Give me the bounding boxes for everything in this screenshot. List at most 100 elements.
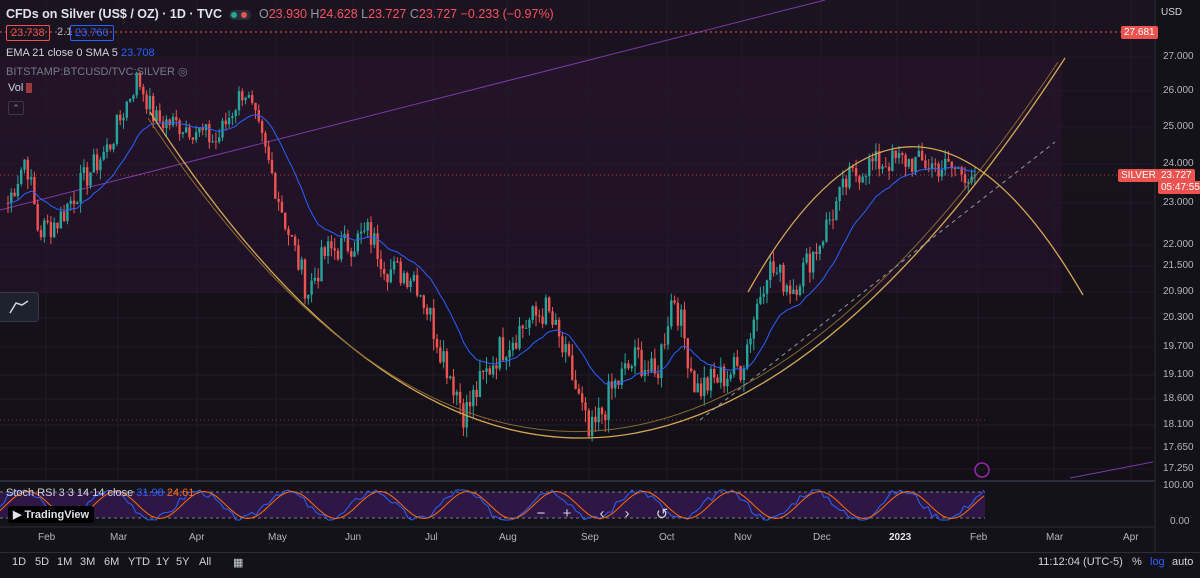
timeframe-button-5y[interactable]: 5Y — [176, 556, 190, 568]
candle-body — [647, 370, 650, 372]
candle-body — [6, 203, 10, 204]
price-axis-label: 19.700 — [1163, 341, 1194, 352]
candle-body — [92, 154, 95, 173]
candle-body — [630, 365, 633, 369]
candle-body — [864, 176, 868, 178]
timeframe-button-1y[interactable]: 1Y — [156, 556, 170, 568]
candle-body — [412, 274, 416, 281]
candle-body — [53, 222, 56, 238]
zoom-in-button[interactable]: + — [562, 505, 572, 522]
candle-body — [587, 410, 590, 437]
currency-label[interactable]: USD — [1161, 7, 1183, 18]
low-value: 23.727 — [368, 7, 407, 21]
candle-body — [831, 219, 835, 221]
candle-body — [854, 168, 858, 177]
candle-body — [709, 368, 713, 391]
candle-body — [785, 285, 788, 292]
time-axis-label: Sep — [581, 532, 599, 543]
candle-body — [409, 280, 412, 288]
candle-body — [72, 200, 76, 205]
ema-legend[interactable]: EMA 21 close 0 SMA 5 23.708 — [6, 47, 155, 59]
candle-body — [960, 167, 963, 175]
candle-body — [33, 176, 36, 205]
symbol-title[interactable]: CFDs on Silver (US$ / OZ) · 1D · TVC — [6, 7, 222, 21]
candle-body — [36, 204, 39, 231]
candle-body — [399, 261, 402, 284]
ema-value: 23.708 — [120, 47, 155, 59]
clock[interactable]: 11:12:04 (UTC-5) — [1038, 556, 1123, 568]
high-value: 24.628 — [319, 7, 358, 21]
scroll-left-button[interactable]: ‹ — [599, 505, 605, 522]
date-range-icon[interactable]: ▦ — [233, 557, 244, 569]
percent-toggle[interactable]: % — [1132, 556, 1142, 568]
candle-body — [732, 357, 736, 375]
candle-body — [482, 371, 485, 373]
bid-price-box[interactable]: 23.738 — [6, 25, 50, 41]
log-toggle[interactable]: log — [1150, 556, 1165, 568]
volume-legend[interactable]: Vol — [8, 82, 33, 94]
candle-body — [49, 222, 53, 238]
candle-body — [640, 349, 643, 377]
candle-body — [845, 178, 848, 188]
candle-body — [10, 192, 13, 204]
candle-body — [346, 233, 350, 252]
scroll-right-button[interactable]: › — [624, 505, 630, 522]
collapse-legend-icon[interactable]: ⌃ — [8, 101, 24, 115]
timeframe-button-all[interactable]: All — [199, 556, 212, 568]
timeframe-button-5d[interactable]: 5D — [35, 556, 50, 568]
candle-body — [581, 393, 584, 403]
candle-body — [422, 295, 425, 308]
candle-body — [208, 124, 211, 143]
timeframe-button-6m[interactable]: 6M — [104, 556, 120, 568]
tv-icon: ▶ — [13, 509, 25, 521]
candle-body — [386, 274, 389, 283]
candle-body — [610, 381, 614, 389]
candle-body — [607, 381, 610, 421]
stoch-d-value: 24.61 — [166, 487, 195, 499]
candle-body — [449, 376, 452, 379]
tradingview-logo[interactable]: ▶ TradingView — [8, 506, 95, 523]
candle-body — [901, 153, 904, 155]
candle-body — [237, 91, 241, 111]
market-status-pill[interactable] — [229, 9, 252, 20]
timeframe-button-1m[interactable]: 1M — [57, 556, 73, 568]
price-axis-label: 22.000 — [1163, 239, 1194, 250]
candle-body — [676, 302, 680, 326]
candle-body — [323, 247, 326, 256]
candle-body — [287, 228, 290, 235]
zoom-out-button[interactable]: − — [536, 505, 546, 522]
stoch-axis-100: 100.00 — [1163, 480, 1194, 491]
candle-body — [670, 300, 673, 327]
candle-body — [432, 308, 435, 339]
candle-body — [696, 383, 699, 393]
stoch-legend[interactable]: Stoch RSI 3 3 14 14 close 31.98 24.61 — [6, 487, 195, 499]
candle-body — [861, 176, 864, 183]
candle-body — [148, 95, 152, 110]
candle-body — [617, 380, 620, 385]
candle-body — [554, 319, 557, 325]
candle-body — [211, 141, 214, 143]
drawing-tool-button[interactable] — [0, 292, 39, 322]
price-axis-label: 23.000 — [1163, 197, 1194, 208]
symbol-tag: SILVER — [1118, 169, 1159, 182]
candle-body — [772, 261, 775, 273]
comparison-legend[interactable]: BITSTAMP:BTCUSD/TVC:SILVER ◎ — [6, 66, 188, 78]
timeframe-button-1d[interactable]: 1D — [12, 556, 27, 568]
candle-body — [660, 344, 663, 379]
candle-body — [604, 414, 607, 421]
candle-body — [742, 368, 746, 381]
reset-chart-button[interactable]: ↺ — [655, 506, 669, 523]
candle-body — [234, 110, 237, 117]
ask-price-box[interactable]: 23.760 — [70, 25, 114, 41]
candle-body — [462, 403, 465, 428]
timeframe-button-3m[interactable]: 3M — [80, 556, 96, 568]
eye-off-icon[interactable]: ◎ — [177, 66, 188, 78]
candle-body — [254, 102, 257, 111]
candle-body — [488, 368, 491, 375]
auto-toggle[interactable]: auto — [1172, 556, 1194, 568]
candle-body — [43, 220, 46, 238]
candle-body — [594, 416, 597, 423]
timeframe-button-ytd[interactable]: YTD — [128, 556, 150, 568]
price-axis-label: 17.650 — [1163, 442, 1194, 453]
